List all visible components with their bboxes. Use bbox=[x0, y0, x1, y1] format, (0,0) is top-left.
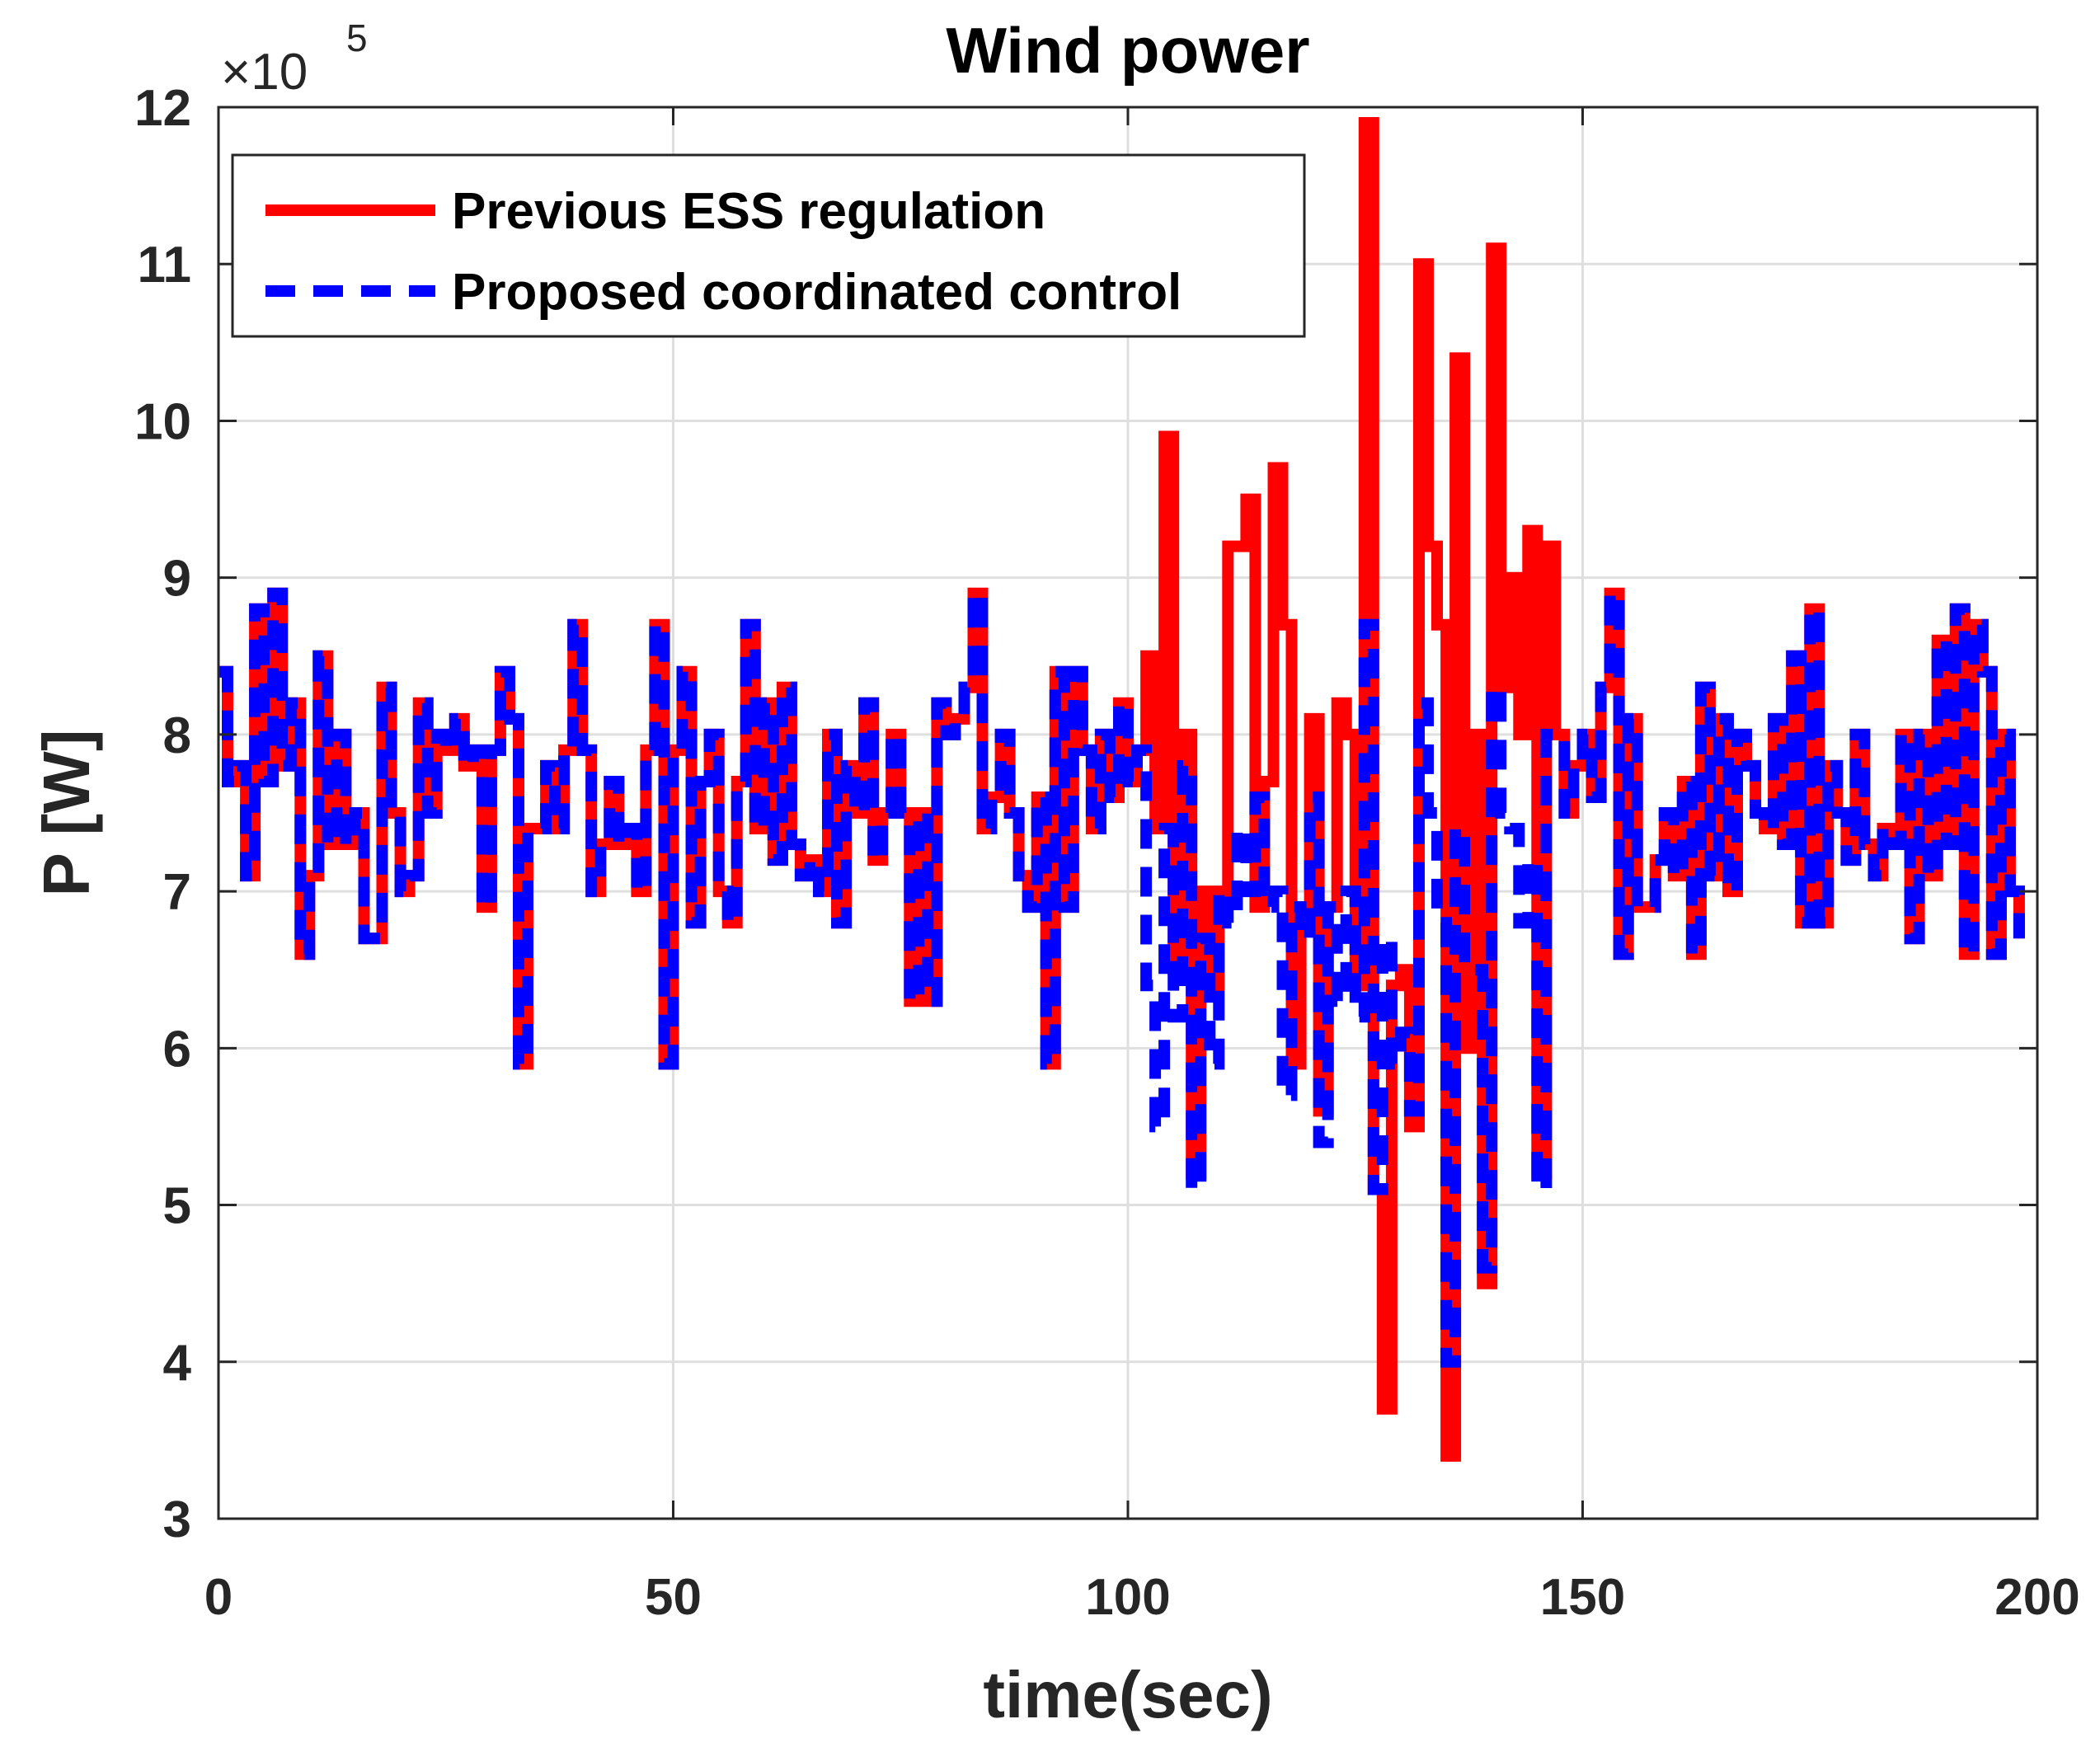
y-tick-label: 6 bbox=[163, 1021, 191, 1078]
axis-ticks: 0 50 100 150 200 3 4 5 6 7 8 9 10 11 12 bbox=[134, 80, 2080, 1626]
legend-box bbox=[231, 153, 1306, 338]
legend-label-previous-ess: Previous ESS regulation bbox=[452, 183, 1045, 240]
y-exponent-power: 5 bbox=[346, 16, 368, 59]
chart-title: Wind power bbox=[946, 14, 1309, 87]
x-axis-title: time(sec) bbox=[983, 1658, 1272, 1731]
series-line-proposed-control bbox=[218, 587, 2025, 1368]
x-tick-label: 100 bbox=[1085, 1569, 1170, 1626]
y-tick-label: 10 bbox=[134, 393, 191, 450]
y-exponent-base: ×10 bbox=[221, 44, 308, 101]
y-tick-label: 5 bbox=[163, 1178, 191, 1235]
y-tick-label: 4 bbox=[163, 1335, 192, 1392]
x-tick-label: 150 bbox=[1540, 1569, 1625, 1626]
y-tick-label: 3 bbox=[163, 1491, 191, 1548]
y-tick-label: 8 bbox=[163, 707, 191, 764]
legend-label-proposed-control: Proposed coordinated control bbox=[452, 264, 1182, 321]
y-tick-label: 12 bbox=[134, 80, 191, 137]
y-tick-label: 7 bbox=[163, 864, 191, 921]
x-tick-label: 200 bbox=[1994, 1569, 2079, 1626]
x-tick-label: 0 bbox=[204, 1569, 233, 1626]
series-layer bbox=[218, 117, 2025, 1462]
y-axis-title: P [W] bbox=[30, 730, 103, 897]
y-tick-label: 9 bbox=[163, 551, 191, 608]
x-tick-label: 50 bbox=[645, 1569, 702, 1626]
legend[interactable]: Previous ESS regulation Proposed coordin… bbox=[231, 153, 1306, 338]
y-tick-label: 11 bbox=[137, 237, 191, 294]
